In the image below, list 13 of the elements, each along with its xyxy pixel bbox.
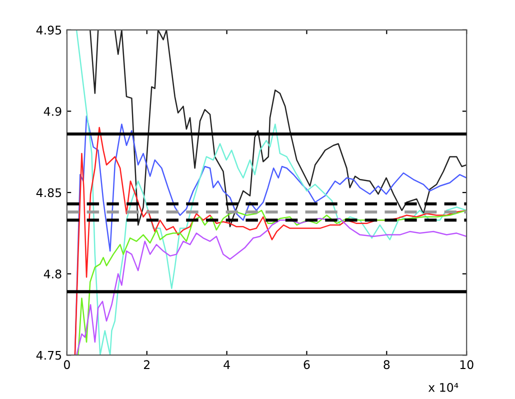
x-tick-label: 6 (304, 360, 310, 370)
text: x 10⁴ (428, 382, 458, 392)
x-tick-label: 0 (64, 360, 70, 370)
y-tick-label: 4.9 (44, 106, 62, 116)
x-tick-label: 4 (224, 360, 230, 369)
x-tick-label: 8 (384, 360, 390, 370)
x-tick-label: 10 (460, 360, 474, 370)
y-tick-label: 4.8 (44, 270, 62, 278)
x-tick-label: 2 (144, 360, 150, 369)
y-tick-label: 4.85 (36, 188, 62, 198)
y-tick-label: 4.95 (36, 26, 62, 35)
line-series (90, 30, 467, 228)
y-tick-label: 4.75 (36, 350, 62, 360)
